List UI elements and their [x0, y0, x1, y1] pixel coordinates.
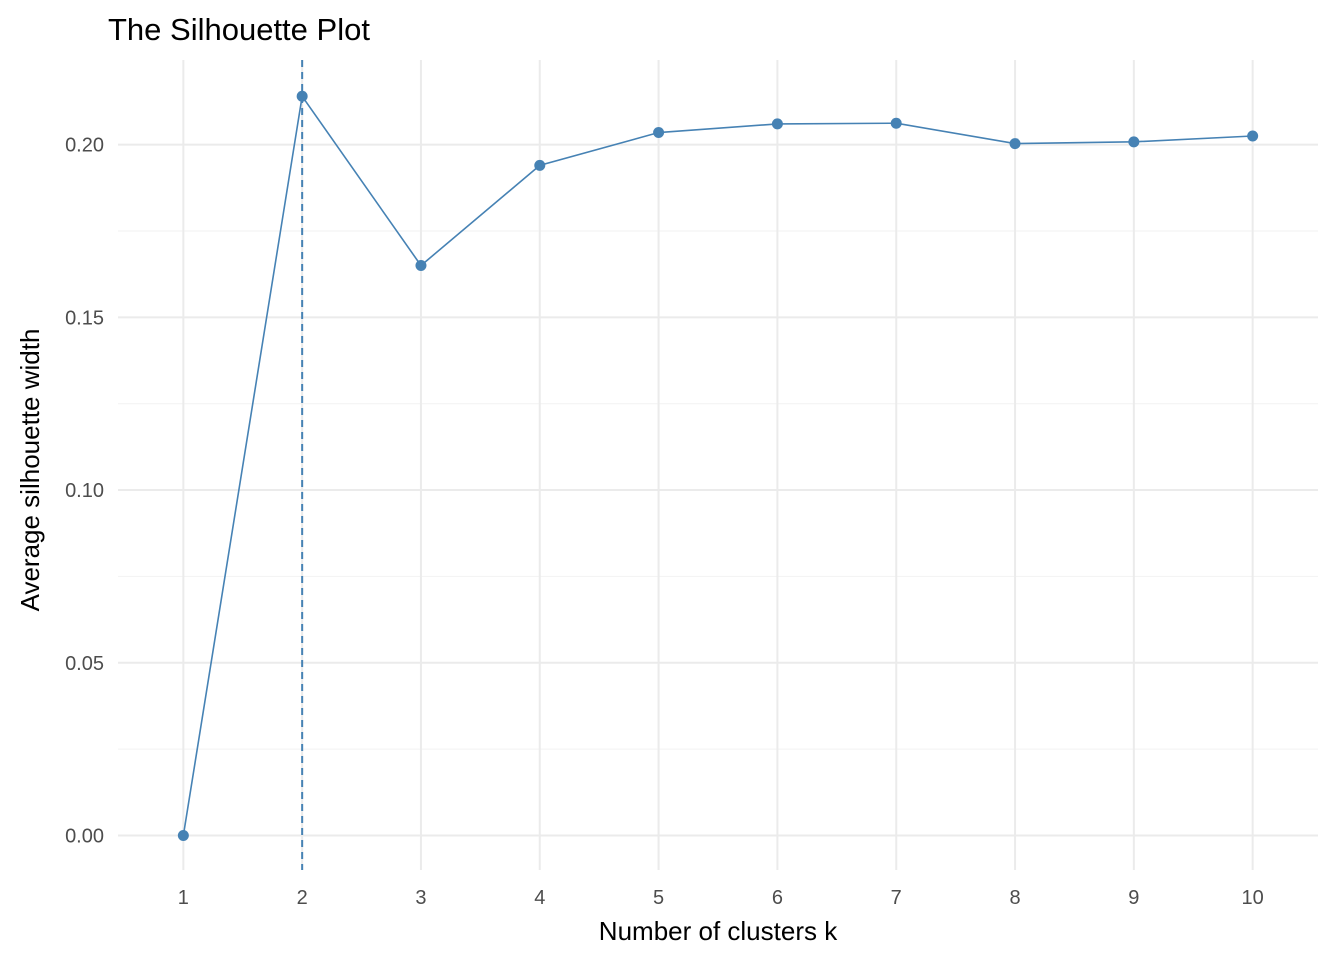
- series-line: [182, 94, 1253, 836]
- grid-minor: [118, 230, 1318, 750]
- x-tick-label: 5: [653, 887, 664, 909]
- data-point: [534, 159, 546, 171]
- grid-major: [118, 60, 1318, 870]
- data-point: [177, 829, 189, 841]
- data-point: [890, 117, 902, 129]
- chart-title: The Silhouette Plot: [108, 12, 370, 47]
- x-tick-label: 8: [1009, 887, 1020, 909]
- data-point: [415, 260, 427, 272]
- data-point: [296, 90, 308, 102]
- y-tick-label: 0.05: [65, 653, 104, 675]
- x-tick-label: 9: [1128, 887, 1139, 909]
- data-point: [1128, 136, 1140, 148]
- y-tick-label: 0.20: [65, 135, 104, 157]
- x-tick-label: 2: [297, 887, 308, 909]
- data-point: [1009, 138, 1021, 150]
- x-tick-label: 4: [534, 887, 545, 909]
- y-tick-label: 0.00: [65, 825, 104, 847]
- data-point: [1247, 130, 1259, 142]
- x-tick-label: 10: [1242, 887, 1264, 909]
- x-tick-label: 7: [891, 887, 902, 909]
- data-point: [653, 127, 665, 139]
- y-tick-label: 0.15: [65, 307, 104, 329]
- x-axis-ticks: 1 2 3 4 5 6 7 8 9 10: [178, 887, 1264, 909]
- y-axis-ticks: 0.00 0.05 0.10 0.15 0.20: [65, 135, 104, 848]
- data-point: [771, 118, 783, 130]
- y-axis-title: Average silhouette width: [15, 329, 45, 612]
- x-tick-label: 3: [415, 887, 426, 909]
- x-tick-label: 6: [772, 887, 783, 909]
- x-tick-label: 1: [178, 887, 189, 909]
- x-axis-title: Number of clusters k: [599, 916, 838, 946]
- y-tick-label: 0.10: [65, 480, 104, 502]
- series-layer: [177, 90, 1259, 841]
